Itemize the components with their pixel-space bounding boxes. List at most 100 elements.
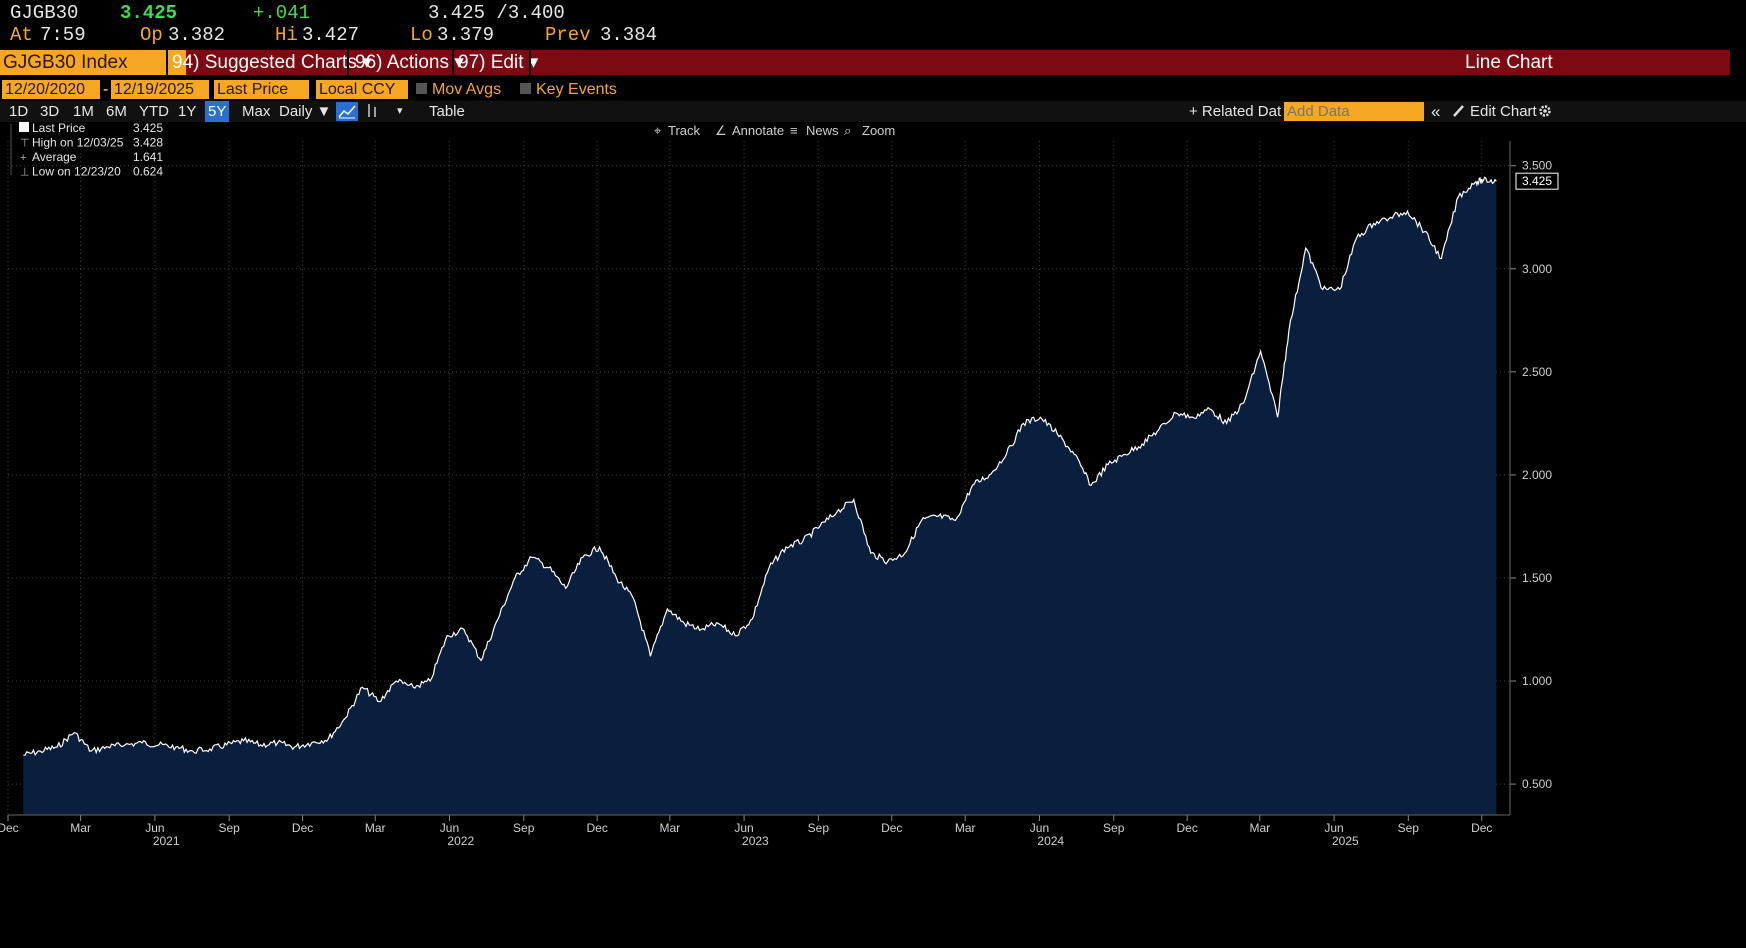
quote-high-label: Hi bbox=[275, 24, 298, 46]
y-tick-label: 2.000 bbox=[1522, 468, 1552, 482]
last-price-label: 3.425 bbox=[1515, 172, 1559, 190]
chart-legend: Last Price 3.425 ⊤ High on 12/03/25 3.428 + Av… bbox=[10, 121, 163, 179]
suggested-charts-menu[interactable]: 94) Suggested Charts ▾ bbox=[172, 52, 372, 73]
quote-ticker: GJGB30 bbox=[10, 2, 79, 24]
quote-low-label: Lo bbox=[410, 24, 433, 46]
x-month-label: Jun bbox=[734, 821, 753, 835]
x-month-label: Mar bbox=[70, 821, 91, 835]
x-year-label: 2025 bbox=[1332, 834, 1359, 848]
annotate-icon[interactable]: ∠ bbox=[715, 123, 727, 138]
line-chart-icon[interactable] bbox=[336, 102, 358, 121]
security-field[interactable]: GJGB30 Index bbox=[0, 50, 186, 75]
chart-style-dropdown-icon[interactable]: ▾ bbox=[397, 105, 403, 117]
period-5y[interactable]: 5Y bbox=[205, 101, 230, 122]
price-line bbox=[23, 176, 1497, 757]
quote-open-label: Op bbox=[140, 24, 163, 46]
mov-avgs-checkbox[interactable] bbox=[416, 83, 427, 94]
start-date-field[interactable]: 12/20/2020 bbox=[2, 80, 100, 99]
last-price-label-box bbox=[1515, 172, 1559, 190]
zoom-icon[interactable]: ⌕ bbox=[844, 123, 852, 138]
frequency-dropdown[interactable]: Daily ▼ bbox=[279, 103, 332, 120]
end-date-value: 12/19/2025 bbox=[114, 81, 195, 98]
y-tick-label: 3.000 bbox=[1522, 262, 1552, 276]
x-month-label: Jun bbox=[145, 821, 164, 835]
quote-low-value: 3.379 bbox=[437, 24, 495, 46]
quote-header: GJGB30 3.425 +.041 3.425 /3.400 At 7:59 … bbox=[0, 0, 1746, 50]
quote-high-value: 3.427 bbox=[302, 24, 360, 46]
x-year-label: 2022 bbox=[447, 834, 474, 848]
y-tick-label: 1.500 bbox=[1522, 571, 1552, 585]
legend-average-label: Average bbox=[32, 150, 77, 164]
period-1y[interactable]: 1Y bbox=[178, 103, 197, 120]
x-year-label: 2021 bbox=[153, 834, 180, 848]
legend-last-price-label: Last Price bbox=[32, 121, 86, 135]
quote-change: +.041 bbox=[253, 2, 311, 24]
end-date-field[interactable]: 12/19/2025 bbox=[111, 80, 209, 99]
legend-last-price-value: 3.425 bbox=[133, 121, 163, 135]
edit-menu[interactable]: 97) Edit ▾ bbox=[458, 52, 539, 73]
quote-prev-label: Prev bbox=[545, 24, 591, 46]
table-button[interactable]: Table bbox=[429, 103, 465, 120]
x-month-label: Mar bbox=[365, 821, 386, 835]
annotate-button[interactable]: Annotate bbox=[732, 123, 785, 138]
legend-high-label: High on 12/03/25 bbox=[32, 136, 124, 150]
x-month-label: Sep bbox=[1398, 821, 1420, 835]
menu-divider bbox=[166, 50, 168, 75]
last-price-label-text: 3.425 bbox=[1522, 174, 1552, 188]
quote-prev-value: 3.384 bbox=[600, 24, 658, 46]
y-tick-label: 1.000 bbox=[1522, 674, 1552, 688]
collapse-icon[interactable]: « bbox=[1431, 102, 1441, 121]
gear-icon[interactable] bbox=[1537, 101, 1553, 122]
legend-average-value: 1.641 bbox=[133, 150, 163, 164]
currency-dropdown[interactable]: Local CCY bbox=[316, 80, 408, 99]
period-3d[interactable]: 3D bbox=[40, 103, 60, 120]
add-data-input[interactable] bbox=[1284, 102, 1424, 121]
zoom-button[interactable]: Zoom bbox=[862, 123, 896, 138]
legend-marker: ⊥ bbox=[20, 167, 30, 179]
track-button[interactable]: Track bbox=[668, 123, 701, 138]
related-data-button[interactable]: + Related Dat bbox=[1189, 103, 1282, 120]
track-icon[interactable]: ⌖ bbox=[654, 123, 662, 138]
news-button[interactable]: News bbox=[806, 123, 839, 138]
currency-value: Local CCY bbox=[319, 81, 396, 98]
x-month-label: Sep bbox=[808, 821, 830, 835]
chart-toolbar: 1D 3D 1M 6M YTD 1Y 5Y Max Daily ▼ ▾ Tabl… bbox=[0, 101, 1746, 122]
x-month-label: Dec bbox=[292, 821, 313, 835]
period-ytd[interactable]: YTD bbox=[139, 103, 169, 120]
x-year-label: 2024 bbox=[1037, 834, 1064, 848]
news-icon[interactable]: ≡ bbox=[790, 123, 798, 138]
key-events-checkbox[interactable] bbox=[520, 83, 531, 94]
x-month-label: Dec bbox=[587, 821, 608, 835]
period-1m[interactable]: 1M bbox=[73, 103, 94, 120]
quote-bid-ask: 3.425 /3.400 bbox=[428, 2, 565, 24]
field-selector[interactable]: Last Price bbox=[214, 80, 309, 99]
period-max[interactable]: Max bbox=[242, 103, 271, 120]
y-tick-label: 2.500 bbox=[1522, 365, 1552, 379]
edit-chart-button[interactable]: Edit Chart bbox=[1470, 103, 1537, 120]
x-month-label: Mar bbox=[659, 821, 680, 835]
quote-last-price: 3.425 bbox=[120, 2, 178, 24]
menu-divider bbox=[347, 50, 349, 75]
quote-at-label: At bbox=[10, 24, 33, 46]
field-selector-value: Last Price bbox=[217, 81, 289, 98]
legend-marker: + bbox=[20, 152, 26, 164]
legend-low-label: Low on 12/23/20 bbox=[32, 165, 121, 179]
x-year-label: 2023 bbox=[742, 834, 769, 848]
x-month-label: Jun bbox=[1030, 821, 1049, 835]
menu-divider bbox=[452, 50, 454, 75]
actions-menu[interactable]: 96) Actions ▾ bbox=[355, 52, 464, 73]
bar-chart-icon[interactable] bbox=[364, 101, 380, 122]
period-1d[interactable]: 1D bbox=[9, 103, 29, 120]
price-area-fill bbox=[23, 177, 1497, 815]
y-tick-label: 3.500 bbox=[1522, 159, 1552, 173]
key-events-label: Key Events bbox=[536, 81, 617, 98]
x-month-label: Dec bbox=[0, 821, 19, 835]
period-6m[interactable]: 6M bbox=[106, 103, 127, 120]
quote-open-value: 3.382 bbox=[168, 24, 226, 46]
chart-type-label[interactable]: Line Chart bbox=[1465, 52, 1553, 73]
y-axis: 0.500 1.000 1.500 2.000 2.500 3.000 3.500 bbox=[1509, 141, 1552, 815]
x-month-label: Dec bbox=[1471, 821, 1492, 835]
pencil-icon[interactable] bbox=[1452, 101, 1466, 122]
mov-avgs-label: Mov Avgs bbox=[432, 81, 502, 98]
